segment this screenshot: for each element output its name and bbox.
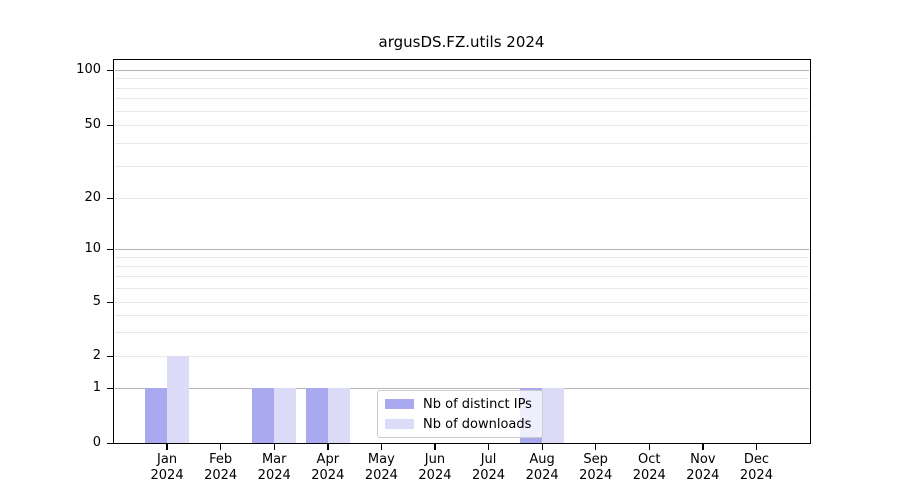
y-tick	[106, 69, 114, 71]
x-tick	[648, 443, 650, 451]
bar-ips-mar	[252, 388, 275, 444]
gridline-major	[114, 70, 809, 71]
x-tick-year: 2024	[257, 468, 291, 483]
legend-swatch-distinct-ips	[385, 399, 414, 409]
gridline-minor	[114, 143, 809, 144]
bar-ips-jan	[145, 388, 168, 444]
legend: Nb of distinct IPs Nb of downloads	[377, 390, 543, 438]
bar-downloads-mar	[274, 388, 297, 444]
gridline-minor	[114, 302, 809, 303]
axes-spines	[112, 59, 811, 445]
x-tick-label: Sep 2024	[556, 452, 636, 484]
x-tick-label: Aug 2024	[502, 452, 582, 484]
x-tick-year: 2024	[739, 468, 773, 483]
x-tick-label: Apr 2024	[288, 452, 368, 484]
legend-label-distinct-ips: Nb of distinct IPs	[423, 396, 532, 412]
gridline-major	[114, 388, 809, 389]
bar-downloads-apr	[327, 388, 350, 444]
y-tick-label: 2	[92, 348, 101, 363]
x-tick-year: 2024	[525, 468, 559, 483]
x-tick	[487, 443, 490, 451]
gridline-minor	[114, 98, 809, 100]
x-tick	[166, 443, 168, 451]
x-tick-year: 2024	[579, 468, 613, 483]
y-tick-label: 0	[92, 435, 101, 451]
legend-swatch-downloads	[385, 419, 414, 429]
bar-downloads-aug	[542, 388, 565, 444]
x-tick-year: 2024	[471, 468, 506, 483]
gridline-minor	[114, 276, 809, 278]
y-tick	[106, 355, 114, 357]
x-tick-label: Jun 2024	[395, 452, 475, 484]
y-tick-label: 10	[84, 241, 101, 257]
bar-ips-apr	[305, 388, 328, 444]
gridline-minor	[114, 110, 809, 112]
y-tick-label: 100	[76, 62, 101, 77]
x-tick-year: 2024	[632, 468, 666, 483]
x-tick-label: May 2024	[341, 452, 421, 484]
y-tick-label: 20	[84, 190, 101, 205]
x-tick	[273, 443, 275, 451]
y-tick	[106, 197, 114, 199]
y-tick	[106, 248, 114, 251]
gridline-minor	[114, 125, 809, 127]
x-tick	[595, 443, 597, 451]
x-tick-label: Feb 2024	[181, 452, 261, 484]
y-tick-label: 5	[92, 294, 101, 309]
x-tick	[541, 443, 543, 451]
gridline-minor	[114, 78, 809, 80]
y-tick-label: 1	[92, 380, 101, 395]
gridline-minor	[114, 332, 809, 334]
x-tick-label: Nov 2024	[663, 452, 743, 484]
bar-downloads-jan	[167, 356, 190, 444]
y-tick	[106, 124, 114, 127]
x-tick-year: 2024	[418, 468, 452, 483]
x-tick	[327, 443, 329, 451]
y-tick	[106, 301, 114, 303]
chart-title: argusDS.FZ.utils 2024	[378, 33, 545, 51]
y-tick	[106, 387, 114, 389]
gridline-minor	[114, 165, 809, 167]
x-tick-label: Mar 2024	[234, 452, 314, 484]
x-tick-year: 2024	[364, 468, 398, 483]
legend-item-downloads: Nb of downloads	[385, 416, 535, 433]
x-tick-label: Dec 2024	[716, 452, 796, 484]
x-tick-year: 2024	[150, 468, 184, 483]
y-tick	[106, 442, 114, 445]
x-tick	[220, 443, 222, 451]
x-tick-year: 2024	[686, 468, 720, 483]
x-tick-label: Jan 2024	[127, 452, 207, 484]
x-tick	[434, 443, 436, 451]
legend-label-downloads: Nb of downloads	[423, 416, 532, 432]
gridline-major	[114, 249, 809, 251]
gridline-minor	[114, 288, 809, 290]
y-tick-label: 50	[84, 117, 101, 133]
x-tick-year: 2024	[204, 468, 238, 483]
x-tick	[755, 443, 758, 451]
x-tick	[380, 443, 383, 451]
legend-item-distinct-ips: Nb of distinct IPs	[385, 396, 535, 413]
x-tick	[702, 443, 704, 451]
gridline-minor	[114, 356, 809, 357]
x-tick-label: Oct 2024	[609, 452, 689, 484]
gridline-minor	[114, 257, 809, 259]
x-tick-year: 2024	[311, 468, 345, 483]
x-tick-label: Jul 2024	[449, 452, 529, 484]
gridline-minor	[114, 87, 809, 89]
gridline-minor	[114, 266, 809, 268]
gridline-minor	[114, 315, 809, 317]
gridline-minor	[114, 198, 809, 199]
